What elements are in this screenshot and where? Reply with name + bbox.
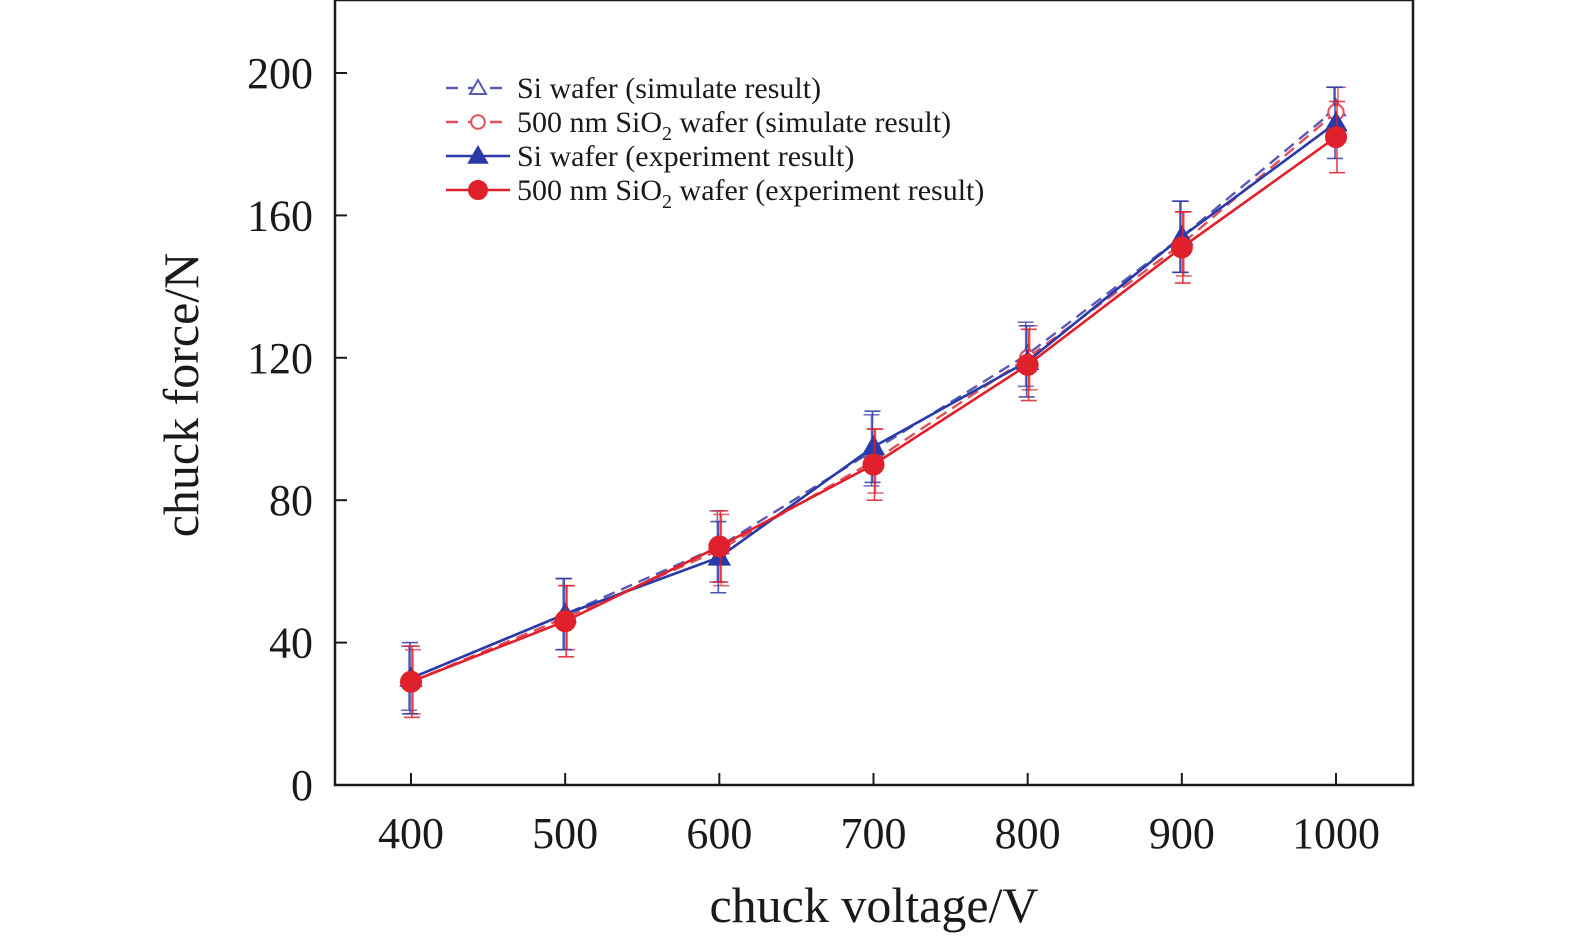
- y-tick-label: 80: [269, 476, 313, 525]
- legend-item-2: Si wafer (experiment result): [446, 140, 854, 173]
- data-point: [862, 453, 885, 476]
- data-point: [554, 610, 577, 633]
- x-axis-title: chuck voltage/V: [709, 877, 1038, 933]
- data-point: [708, 535, 731, 558]
- x-tick-label: 600: [686, 809, 752, 858]
- legend-label-part: 500 nm SiO: [517, 106, 662, 139]
- legend-item-3: 500 nm SiO2 wafer (experiment result): [446, 174, 984, 213]
- legend-label: 500 nm SiO2 wafer (simulate result): [517, 106, 951, 145]
- y-axis-title: chuck force/N: [153, 253, 209, 538]
- data-point: [468, 180, 488, 200]
- data-point: [1016, 353, 1039, 376]
- legend-label-part: 500 nm SiO: [517, 174, 662, 207]
- legend-label-part: 2: [662, 123, 672, 145]
- legend-label-part: Si wafer (experiment result): [517, 140, 854, 173]
- data-point: [467, 144, 489, 164]
- series-layer: [399, 86, 1348, 719]
- y-tick-label: 200: [247, 49, 313, 98]
- legend-label-part: wafer (simulate result): [672, 106, 951, 139]
- legend-label: Si wafer (experiment result): [517, 140, 854, 173]
- y-tick-label: 160: [247, 191, 313, 240]
- legend-label: 500 nm SiO2 wafer (experiment result): [517, 174, 984, 213]
- x-tick-label: 700: [841, 809, 907, 858]
- legend-label-part: 2: [662, 191, 672, 213]
- legend-item-0: Si wafer (simulate result): [446, 72, 821, 105]
- data-point: [861, 434, 886, 456]
- legend-item-1: 500 nm SiO2 wafer (simulate result): [446, 106, 951, 145]
- y-tick-label: 40: [269, 619, 313, 668]
- x-tick-label: 900: [1149, 809, 1215, 858]
- y-tick-label: 120: [247, 334, 313, 383]
- x-tick-label: 800: [995, 809, 1061, 858]
- y-tick-label: 0: [291, 761, 313, 810]
- x-tick-label: 500: [532, 809, 598, 858]
- series-3: [400, 100, 1347, 719]
- x-axis: 400 500 600 700 800 900 1000: [378, 773, 1380, 858]
- legend-label-part: Si wafer (simulate result): [517, 72, 821, 105]
- legend-label: Si wafer (simulate result): [517, 72, 821, 105]
- legend-label-part: wafer (experiment result): [672, 174, 984, 207]
- data-point: [1325, 126, 1347, 149]
- y-axis: 0 40 80 120 160 200: [247, 49, 347, 810]
- data-point: [470, 114, 486, 130]
- data-point: [1170, 236, 1193, 259]
- x-tick-label: 1000: [1292, 809, 1380, 858]
- x-tick-label: 400: [378, 809, 444, 858]
- legend: Si wafer (simulate result)500 nm SiO2 wa…: [446, 72, 984, 213]
- data-point: [400, 670, 422, 693]
- data-point: [468, 77, 488, 95]
- series-line: [410, 136, 1337, 683]
